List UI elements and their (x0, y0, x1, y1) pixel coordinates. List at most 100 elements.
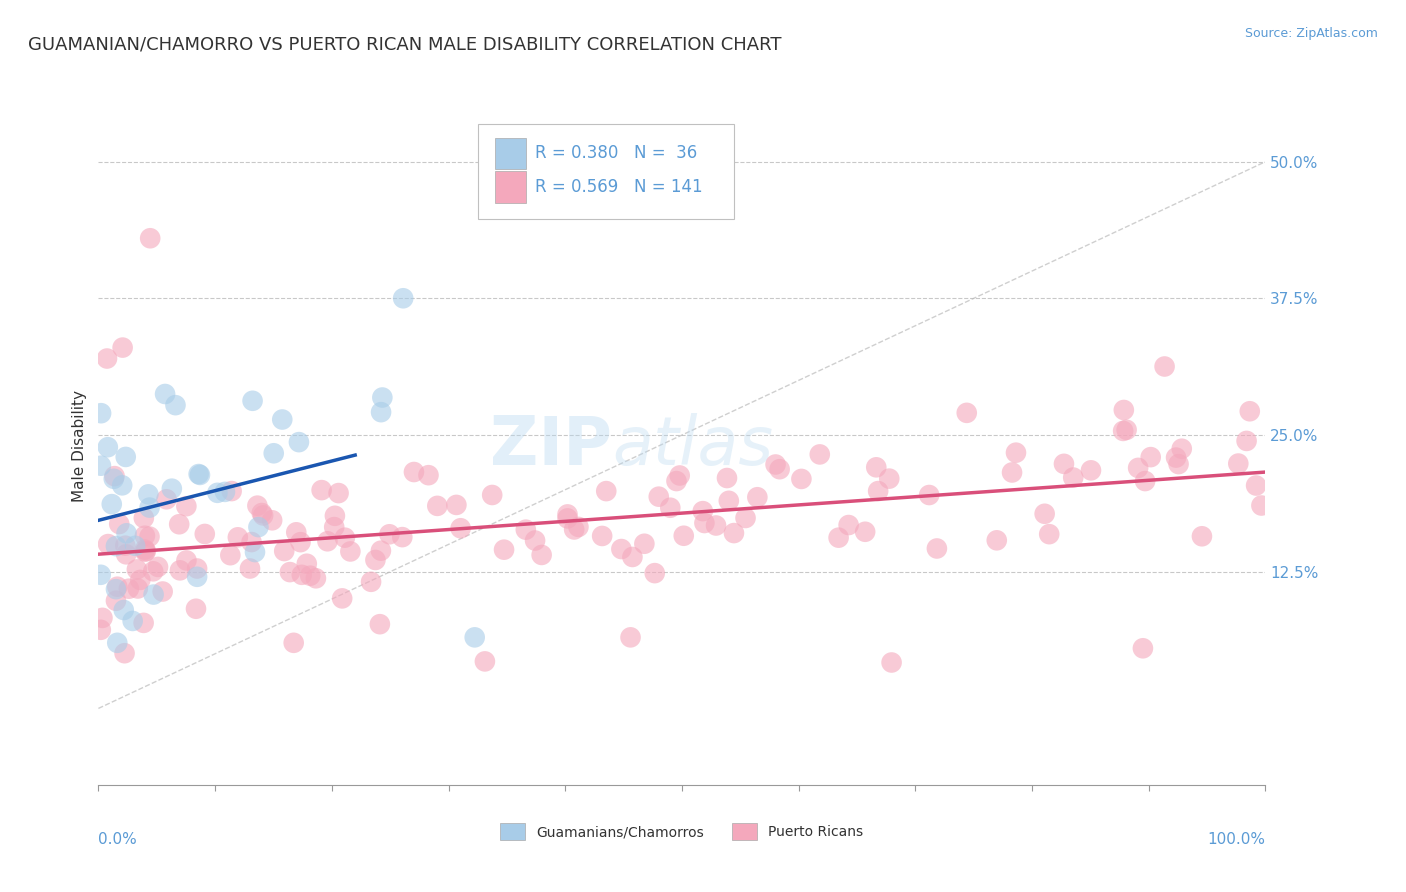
Point (132, 615, 155, 630)
Point (90, 458, 112, 473)
Point (118, 582, 141, 596)
Point (285, 525, 308, 540)
Point (333, 531, 356, 545)
Point (426, 499, 449, 513)
Point (723, 526, 745, 541)
Point (621, 549, 644, 564)
Point (134, 542, 156, 557)
Point (378, 527, 401, 541)
Text: GUAMANIAN/CHAMORRO VS PUERTO RICAN MALE DISABILITY CORRELATION CHART: GUAMANIAN/CHAMORRO VS PUERTO RICAN MALE … (28, 36, 782, 54)
Point (115, 547, 138, 561)
Point (392, 291, 415, 305)
Point (90, 567, 112, 582)
Point (221, 484, 243, 499)
Point (956, 406, 979, 420)
Text: R = 0.569: R = 0.569 (534, 178, 619, 196)
Point (1115, 423, 1137, 437)
Point (747, 490, 769, 504)
Point (125, 562, 148, 576)
Point (557, 511, 579, 525)
Point (668, 468, 690, 483)
Text: 0.0%: 0.0% (98, 832, 138, 847)
Point (188, 467, 211, 482)
Point (1112, 403, 1135, 417)
Point (717, 493, 740, 508)
Point (371, 391, 394, 405)
Point (827, 531, 849, 545)
Point (104, 594, 127, 608)
Point (139, 231, 162, 245)
Point (152, 584, 174, 599)
Point (391, 530, 413, 544)
Point (610, 542, 633, 557)
Point (1191, 529, 1213, 543)
Point (104, 539, 127, 553)
Point (339, 544, 361, 558)
Point (246, 499, 269, 513)
Point (90, 623, 112, 637)
Point (734, 511, 756, 525)
Point (1033, 507, 1056, 521)
Point (557, 508, 579, 522)
Point (112, 603, 135, 617)
Point (1132, 641, 1154, 656)
Point (880, 656, 903, 670)
Point (464, 631, 486, 645)
Point (288, 435, 311, 450)
Point (1062, 470, 1084, 484)
Point (226, 530, 249, 544)
Point (97, 440, 120, 454)
Point (1005, 445, 1028, 459)
Point (1038, 527, 1060, 541)
Point (323, 508, 346, 523)
Text: R = 0.380: R = 0.380 (534, 145, 619, 162)
Point (1080, 463, 1102, 477)
Point (790, 472, 813, 486)
Point (648, 490, 671, 504)
FancyBboxPatch shape (478, 124, 734, 219)
Point (330, 591, 353, 606)
Point (368, 617, 391, 632)
Point (153, 387, 176, 401)
Point (91, 611, 114, 625)
Point (986, 533, 1008, 548)
Point (165, 398, 187, 412)
Point (167, 517, 190, 532)
Point (271, 412, 294, 426)
FancyBboxPatch shape (495, 137, 526, 169)
Point (176, 553, 198, 567)
Point (591, 529, 613, 543)
Point (316, 534, 339, 549)
Point (364, 553, 387, 567)
Point (96, 351, 118, 366)
Point (239, 561, 262, 575)
Point (243, 545, 266, 559)
Point (134, 544, 156, 558)
Point (1164, 450, 1187, 465)
Point (918, 488, 941, 502)
Point (1167, 457, 1189, 471)
Point (187, 467, 209, 481)
Point (132, 511, 155, 525)
Text: Source: ZipAtlas.com: Source: ZipAtlas.com (1244, 27, 1378, 40)
Point (214, 484, 236, 499)
Point (169, 563, 191, 577)
Point (176, 499, 198, 513)
Point (1250, 499, 1272, 513)
Point (877, 472, 900, 486)
Point (207, 486, 229, 500)
Point (838, 518, 860, 533)
Text: N =  36: N = 36 (634, 145, 697, 162)
Point (716, 471, 738, 485)
Point (644, 566, 666, 581)
Point (672, 529, 695, 543)
FancyBboxPatch shape (495, 171, 526, 202)
Point (665, 474, 688, 488)
Point (219, 548, 242, 562)
Point (290, 535, 312, 549)
Point (1112, 424, 1135, 438)
Point (103, 469, 125, 483)
Point (186, 561, 208, 575)
Point (765, 458, 787, 472)
Point (262, 513, 284, 527)
